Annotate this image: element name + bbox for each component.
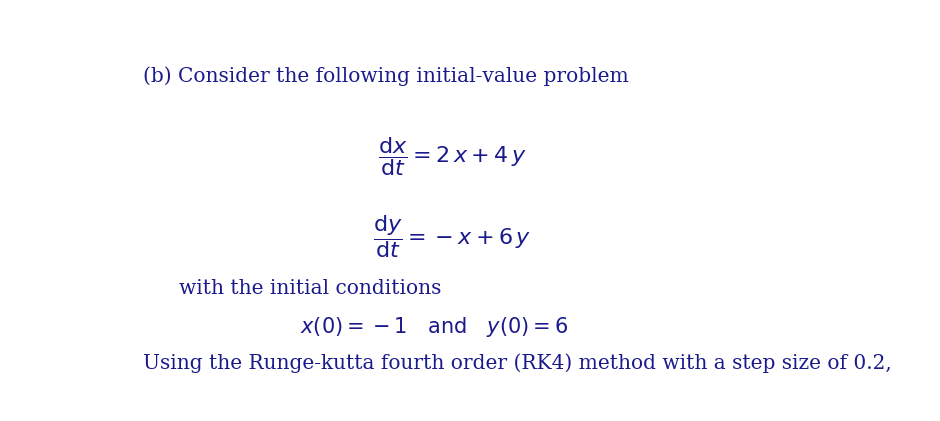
Text: $\dfrac{\mathrm{d}x}{\mathrm{d}t} = 2\,x + 4\,y$: $\dfrac{\mathrm{d}x}{\mathrm{d}t} = 2\,x…: [378, 135, 527, 178]
Text: $\dfrac{\mathrm{d}y}{\mathrm{d}t} = -x + 6\,y$: $\dfrac{\mathrm{d}y}{\mathrm{d}t} = -x +…: [373, 213, 532, 260]
Text: with the initial conditions: with the initial conditions: [180, 279, 442, 298]
Text: (b) Consider the following initial-value problem: (b) Consider the following initial-value…: [143, 67, 629, 86]
Text: Using the Runge-kutta fourth order (RK4) method with a step size of 0.2,: Using the Runge-kutta fourth order (RK4)…: [143, 354, 892, 373]
Text: $x(0) = -1 \quad \mathrm{and} \quad y(0) = 6$: $x(0) = -1 \quad \mathrm{and} \quad y(0)…: [300, 315, 569, 339]
